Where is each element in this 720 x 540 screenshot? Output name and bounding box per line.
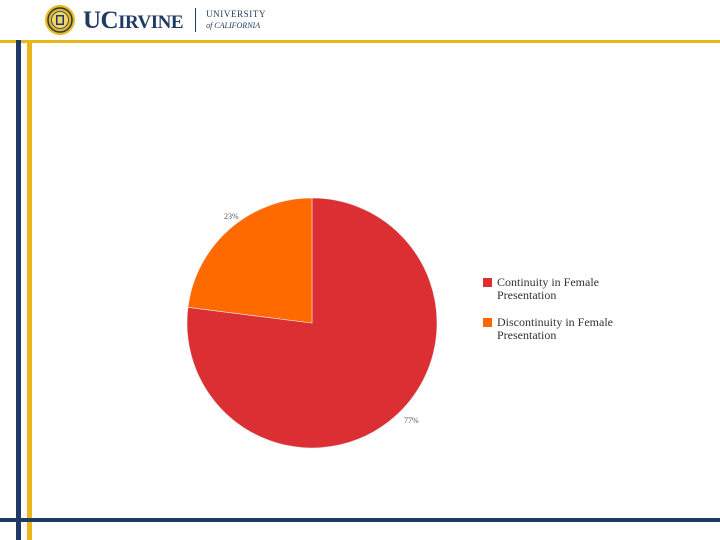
- legend-swatch-continuity: [483, 278, 492, 287]
- pie-slices: [187, 198, 437, 448]
- chart-legend: Continuity in Female Presentation Discon…: [483, 276, 642, 356]
- pie-data-label-discontinuity: 23%: [224, 212, 239, 221]
- pie-data-label-continuity: 77%: [404, 416, 419, 425]
- legend-label-continuity: Continuity in Female Presentation: [497, 276, 642, 302]
- legend-swatch-discontinuity: [483, 318, 492, 327]
- legend-item-discontinuity: Discontinuity in Female Presentation: [483, 316, 642, 342]
- pie-slice-discontinuity: [188, 198, 312, 323]
- legend-label-discontinuity: Discontinuity in Female Presentation: [497, 316, 642, 342]
- legend-item-continuity: Continuity in Female Presentation: [483, 276, 642, 302]
